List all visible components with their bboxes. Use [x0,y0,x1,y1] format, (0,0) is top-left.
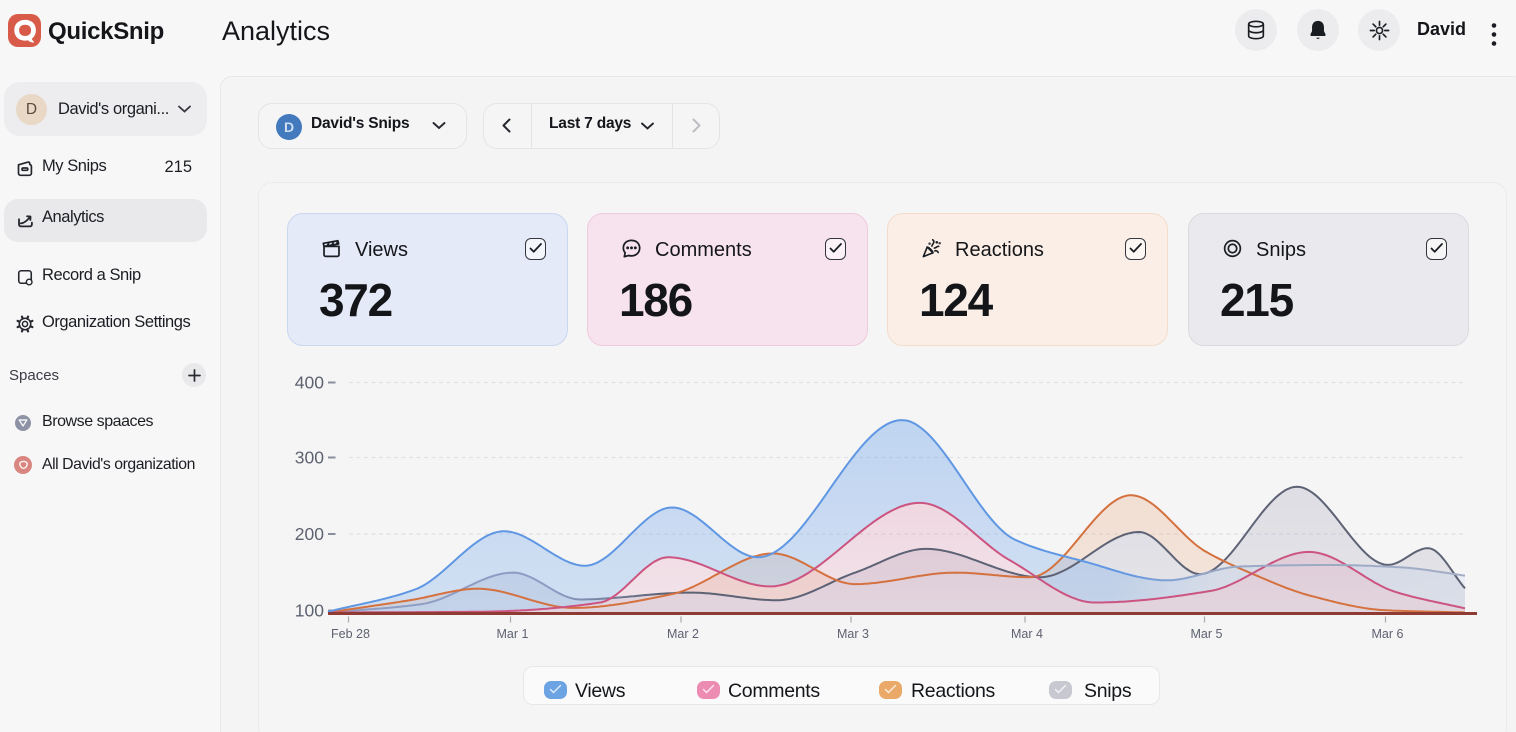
svg-text:400: 400 [295,373,324,393]
svg-text:Mar 4: Mar 4 [1011,627,1043,641]
svg-text:Mar 3: Mar 3 [837,627,869,641]
svg-text:Feb 28: Feb 28 [331,627,370,641]
svg-text:Mar 2: Mar 2 [667,627,699,641]
svg-text:300: 300 [295,448,324,468]
svg-text:Mar 5: Mar 5 [1191,627,1223,641]
svg-text:200: 200 [295,524,324,544]
svg-text:Mar 6: Mar 6 [1372,627,1404,641]
svg-text:100: 100 [295,601,324,621]
svg-text:Mar 1: Mar 1 [497,627,529,641]
